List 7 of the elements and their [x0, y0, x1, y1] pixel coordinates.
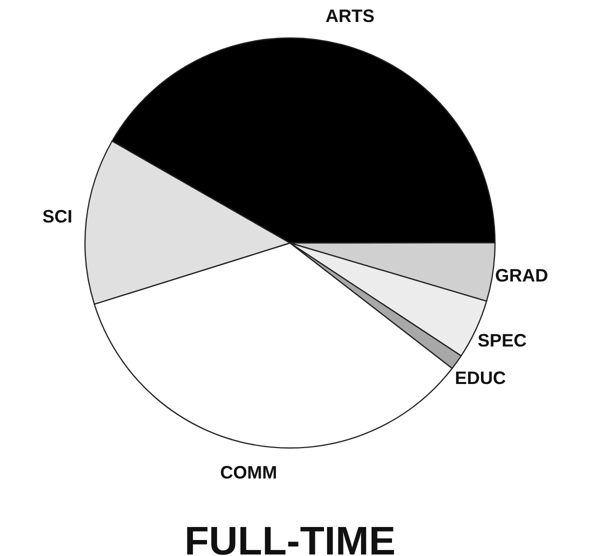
slice-label: SPEC	[478, 330, 527, 351]
slice-label: COMM	[220, 462, 278, 482]
slice-label: SCI	[42, 206, 72, 227]
slice-label: EDUC	[454, 368, 506, 388]
slice-label: ARTS	[326, 6, 375, 26]
slice-label: GRAD	[495, 265, 548, 286]
text: FULL-TIME	[184, 519, 396, 556]
